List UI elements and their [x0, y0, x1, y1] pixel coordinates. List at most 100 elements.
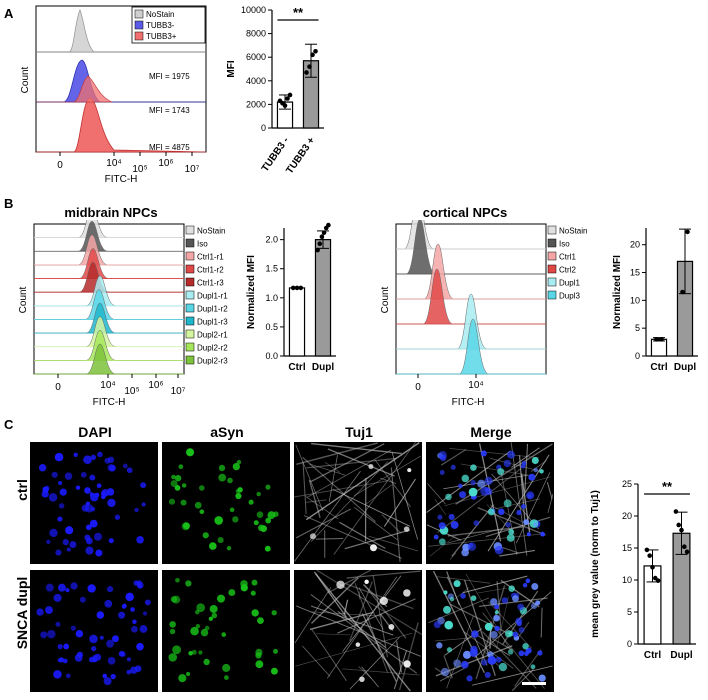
cortical-title: cortical NPCs — [422, 205, 508, 220]
legend-label: Ctrl1-r1 — [197, 253, 224, 262]
y-tick-label: 0.5 — [265, 322, 278, 332]
histogram-peak — [396, 293, 546, 350]
histogram-peak — [396, 268, 546, 325]
data-point — [676, 522, 681, 528]
y-tick-label: 8000 — [246, 29, 266, 39]
svg-text:10⁶: 10⁶ — [148, 380, 163, 391]
y-axis-label: Normalized MFI — [612, 255, 623, 329]
legend-swatch — [185, 303, 195, 313]
row-label-ctrl: ctrl — [14, 479, 30, 501]
legend-label: Dupl1-r1 — [197, 292, 228, 301]
histogram-peak — [34, 330, 184, 361]
svg-text:10⁷: 10⁷ — [171, 386, 186, 397]
y-tick-label: 0 — [627, 639, 632, 649]
micro-tile-r0-c1 — [162, 442, 290, 564]
legend-swatch — [185, 264, 195, 274]
data-point — [310, 52, 315, 58]
legend-a: NoStain TUBB3- TUBB3+ — [131, 6, 206, 44]
legend-label: Ctrl2 — [559, 266, 576, 275]
legend-label: Dupl2-r2 — [197, 344, 228, 353]
micro-tile-r0-c3 — [426, 442, 554, 564]
data-point — [685, 229, 690, 235]
legend-cortical: NoStain Iso Ctrl1 Ctrl2 Dupl1 Dupl3 — [547, 225, 587, 301]
svg-text:10⁴: 10⁴ — [100, 380, 115, 391]
histogram-peak — [34, 316, 184, 347]
data-point — [313, 49, 318, 54]
svg-text:10⁴: 10⁴ — [468, 380, 483, 391]
legend-midbrain: NoStain Iso Ctrl1-r1 Ctrl1-r2 Ctrl1-r3 Dupl1-… — [185, 225, 228, 366]
micro-tile-r1-c2 — [294, 569, 422, 692]
histogram-peak — [396, 318, 546, 375]
data-point — [285, 96, 290, 101]
bar — [650, 338, 668, 357]
data-point — [680, 289, 685, 295]
bar-chart-midbrain: 0.0 0.5 1.0 1.5 2.0 Normalized MFI Ctrl Dupl — [246, 222, 336, 373]
legend-label: Dupl1-r2 — [197, 305, 228, 314]
y-tick-label: 10000 — [241, 5, 266, 15]
histogram-peak — [34, 302, 184, 334]
bar-chart-cortical: 0 5 10 15 20 Normalized MFI Ctrl Dupl — [612, 228, 698, 373]
legend-swatch — [547, 251, 557, 261]
mfi-label-tubb3-pos: MFI = 4875 — [149, 143, 190, 152]
y-tick-label: 1.0 — [265, 293, 278, 303]
svg-text:10⁷: 10⁷ — [185, 164, 200, 175]
data-point — [319, 234, 325, 240]
histogram-peak — [34, 221, 184, 252]
column-title-asyn: aSyn — [210, 424, 244, 440]
histogram-a: NoStain TUBB3- TUBB3+ MFI = 1975 MFI = 1… — [20, 5, 207, 185]
legend-swatch — [547, 225, 557, 235]
y-tick-label: 0 — [261, 123, 266, 133]
legend-swatch — [185, 316, 195, 326]
legend-swatch — [547, 264, 557, 274]
data-point — [294, 285, 300, 291]
axis-label-count-cortical: Count — [380, 286, 391, 313]
legend-swatch — [185, 290, 195, 300]
legend-label: Dupl3 — [559, 292, 580, 301]
legend-swatch — [185, 225, 195, 235]
bar-chart-grey-value: 0 5 10 15 20 25 mean grey value (norm to Tuj1)… — [590, 479, 696, 661]
micro-tile-r1-c0 — [30, 570, 158, 692]
legend-label: Dupl1-r3 — [197, 318, 228, 327]
panel-letter-b: B — [4, 196, 14, 211]
data-point — [682, 544, 687, 550]
data-point — [644, 547, 650, 553]
legend-swatch — [185, 277, 195, 287]
x-ticks-midbrain: 0 10⁴ 10⁵ 10⁶ 10⁷ — [55, 374, 186, 397]
histogram-peak — [34, 275, 184, 307]
legend-swatch — [185, 355, 195, 365]
category-label: Ctrl — [650, 362, 667, 373]
y-tick-label: 2000 — [246, 99, 266, 109]
y-tick-label: 2.0 — [265, 235, 278, 245]
histogram-midbrain: NoStain Iso Ctrl1-r1 Ctrl1-r2 Ctrl1-r3 Dupl1-… — [18, 220, 228, 408]
data-point — [282, 103, 288, 108]
y-tick-label: 15 — [622, 543, 632, 553]
y-tick-label: 20 — [622, 511, 632, 521]
scale-bar — [522, 682, 546, 685]
column-title-dapi: DAPI — [78, 424, 112, 440]
histogram-nostain-peak — [36, 9, 206, 53]
legend-label: Ctrl1-r3 — [197, 279, 224, 288]
axis-label-fitc-midbrain: FITC-H — [93, 397, 126, 408]
micro-tile-r0-c2 — [293, 441, 422, 564]
histogram-peak — [34, 234, 184, 266]
data-point — [290, 285, 296, 291]
histogram-peak — [396, 220, 546, 250]
micro-tile-r1-c3 — [426, 570, 554, 692]
column-title-merge: Merge — [470, 424, 512, 440]
row-label-snca-dupl: SNCA dupl — [14, 576, 30, 650]
data-point — [650, 564, 655, 570]
axis-label-fitc-cortical: FITC-H — [452, 397, 485, 408]
legend-swatch — [547, 277, 557, 287]
bar — [314, 239, 332, 357]
y-tick-label: 5 — [627, 607, 632, 617]
legend-swatch — [185, 251, 195, 261]
axis-label-count-midbrain: Count — [18, 286, 29, 313]
legend-label: Iso — [559, 240, 570, 249]
data-point — [298, 285, 304, 291]
microscopy-grid — [30, 441, 558, 694]
panel-letter-a: A — [4, 6, 14, 21]
column-title-tuj1: Tuj1 — [345, 424, 373, 440]
x-ticks-cortical: 0 10⁴ — [415, 374, 484, 393]
y-tick-label: 10 — [622, 575, 632, 585]
